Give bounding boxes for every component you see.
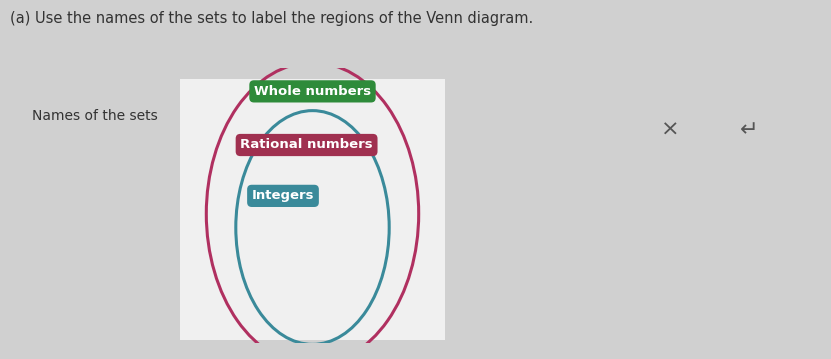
Text: Whole numbers: Whole numbers <box>254 85 371 98</box>
Text: ×: × <box>661 120 680 140</box>
Text: Names of the sets: Names of the sets <box>32 109 158 123</box>
Text: (a) Use the names of the sets to label the regions of the Venn diagram.: (a) Use the names of the sets to label t… <box>10 11 534 26</box>
FancyBboxPatch shape <box>179 79 445 340</box>
Text: Rational numbers: Rational numbers <box>240 139 373 151</box>
Text: Integers: Integers <box>252 190 314 202</box>
Text: ↵: ↵ <box>740 120 759 140</box>
